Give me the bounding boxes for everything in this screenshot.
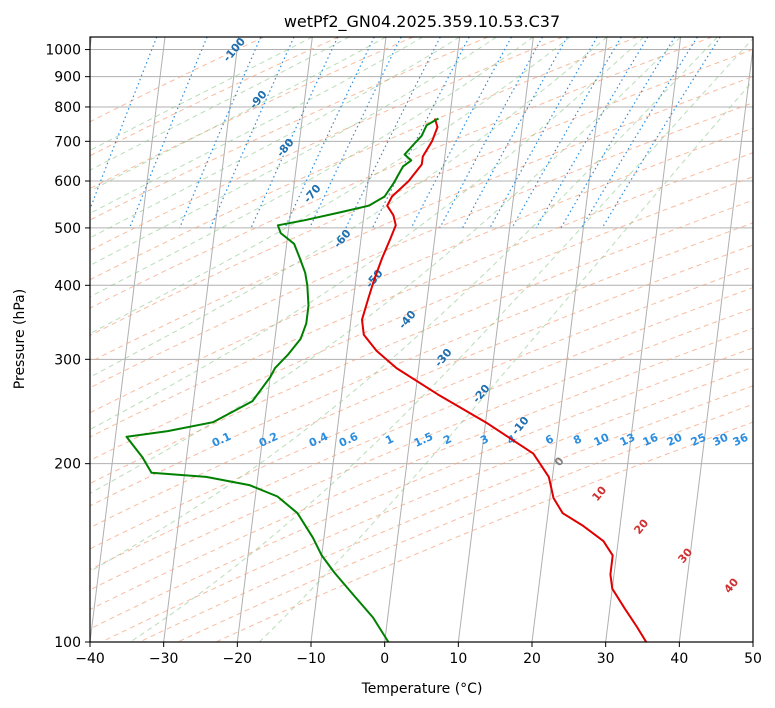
dry-adiabat-line xyxy=(90,176,753,462)
mixing-ratio-label: 20 xyxy=(665,431,685,449)
x-tick-label: 30 xyxy=(597,651,615,667)
y-tick-label: 100 xyxy=(54,635,81,651)
dry-adiabat-line xyxy=(90,266,753,550)
dry-adiabat-line xyxy=(90,127,753,414)
isotherm-gridline xyxy=(236,37,313,642)
mixing-ratio-line xyxy=(601,37,721,229)
x-tick-label: −20 xyxy=(223,651,253,667)
moist-adiabat-line xyxy=(90,37,718,573)
dry-adiabat-line xyxy=(90,347,753,630)
y-tick-label: 1000 xyxy=(45,43,81,59)
x-tick-label: 50 xyxy=(744,651,762,667)
y-tick-label: 600 xyxy=(54,174,81,190)
moist-adiabat-line xyxy=(90,37,534,298)
x-tick-label: 0 xyxy=(380,651,389,667)
moist-adiabat-line xyxy=(129,37,753,642)
dry-adiabat-line xyxy=(101,366,753,642)
x-tick-label: −40 xyxy=(75,651,105,667)
y-tick-label: 400 xyxy=(54,278,81,294)
mixing-ratio-line xyxy=(560,37,676,229)
mixing-ratio-line xyxy=(511,37,622,229)
dry-adiabat-line xyxy=(90,75,753,363)
mixing-ratio-line xyxy=(535,37,649,229)
temperature-profile-line xyxy=(361,118,648,642)
dry-adiabat-line xyxy=(90,37,339,157)
moist-adiabat-line xyxy=(90,37,571,335)
moist-adiabat-line xyxy=(90,37,682,494)
isotherm-gridline xyxy=(457,37,534,642)
dry-adiabat-line xyxy=(90,37,638,281)
moist-adiabat-line xyxy=(90,37,497,266)
mixing-ratio-line xyxy=(580,37,698,229)
isotherm-gridline xyxy=(678,43,753,642)
isotherm-gridline xyxy=(531,37,608,642)
moist-adiabat-line xyxy=(90,37,608,378)
mixing-ratio-label: 10 xyxy=(592,431,612,449)
mixing-ratio-line xyxy=(439,37,544,229)
mixing-ratio-line xyxy=(90,37,158,211)
mixing-ratio-line xyxy=(410,37,512,229)
mixing-ratio-line xyxy=(250,37,339,229)
mixing-ratio-line xyxy=(284,37,375,229)
y-tick-label: 300 xyxy=(54,352,81,368)
plot-frame xyxy=(89,36,754,643)
x-axis-label: Temperature (°C) xyxy=(361,681,483,697)
thermodynamic-background-lines xyxy=(90,37,753,642)
moist-adiabat-line xyxy=(90,37,645,431)
isotherm-gridline xyxy=(605,37,682,642)
mixing-ratio-line xyxy=(489,37,598,229)
y-axis-label: Pressure (hPa) xyxy=(12,289,28,389)
dry-adiabat-line xyxy=(90,48,753,336)
mixing-ratio-line xyxy=(462,37,568,229)
y-tick-label: 200 xyxy=(54,457,81,473)
axes: −40 −30 −20 −10 0 10 20 30 40 50 100 200 300 400 500 60… xyxy=(45,43,762,667)
dry-adiabat-line xyxy=(177,403,753,642)
chart-title: wetPf2_GN04.2025.359.10.53.C37 xyxy=(284,12,560,32)
mixing-ratio-label: 16 xyxy=(641,431,661,449)
dry-adiabat-line xyxy=(90,152,753,438)
x-tick-label: −10 xyxy=(296,651,326,667)
y-tick-label: 800 xyxy=(54,100,81,116)
dry-adiabat-line xyxy=(90,199,753,485)
y-tick-label: 500 xyxy=(54,221,81,237)
dry-adiabat-line xyxy=(90,287,753,571)
isotherm-gridline xyxy=(163,37,240,642)
x-tick-label: 10 xyxy=(449,651,467,667)
mixing-ratio-label: 36 xyxy=(731,431,751,449)
y-tick-label: 900 xyxy=(54,70,81,86)
dry-adiabat-line xyxy=(90,307,753,591)
y-tick-label: 700 xyxy=(54,134,81,150)
moist-adiabat-line xyxy=(90,37,460,239)
moist-adiabat-line xyxy=(90,37,424,214)
isotherm-gridline xyxy=(90,37,166,642)
mixing-ratio-label: 30 xyxy=(711,431,731,449)
moist-adiabat-line xyxy=(258,80,753,642)
x-tick-label: 40 xyxy=(670,651,688,667)
x-tick-label: 20 xyxy=(523,651,541,667)
mixing-ratio-label: 25 xyxy=(689,431,708,449)
x-tick-label: −30 xyxy=(149,651,179,667)
dewpoint-profile-line xyxy=(125,117,439,642)
mixing-ratio-line xyxy=(309,37,402,229)
profile-series xyxy=(125,117,648,642)
dry-adiabat-line xyxy=(90,37,713,309)
mixing-ratio-label: 13 xyxy=(618,431,637,449)
moist-adiabat-line xyxy=(90,37,350,171)
isotherm-gridline xyxy=(384,37,461,642)
